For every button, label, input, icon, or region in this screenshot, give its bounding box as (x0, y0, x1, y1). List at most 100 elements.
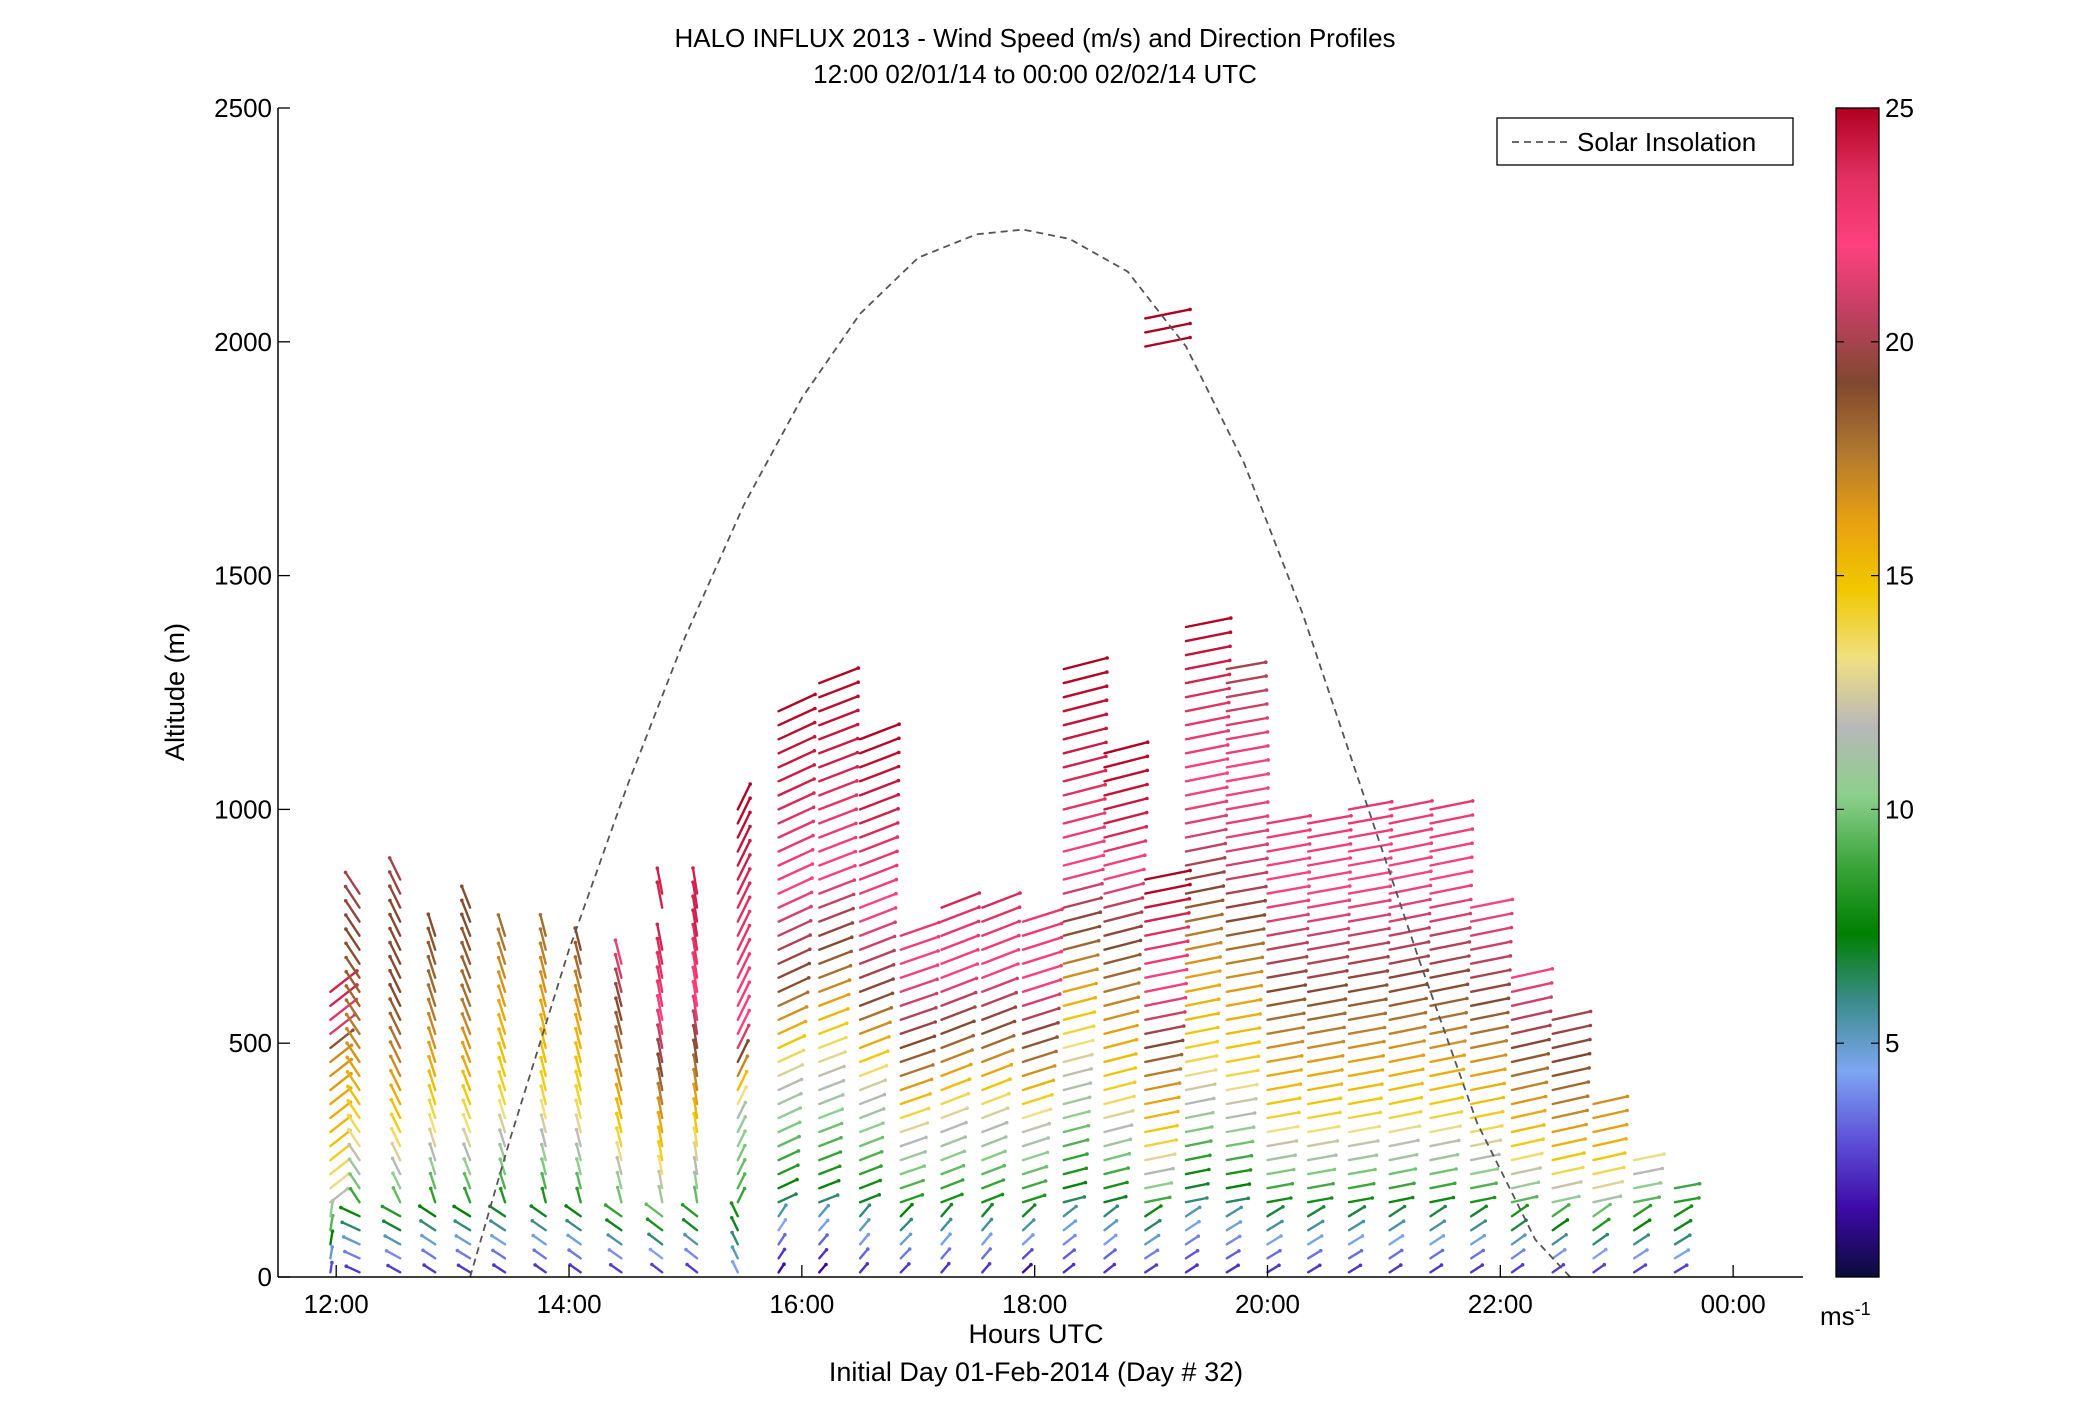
wind-vector (1021, 1179, 1047, 1190)
wind-vector (345, 1013, 361, 1036)
wind-vector (684, 1248, 699, 1260)
wind-vector-head (644, 1202, 649, 1206)
wind-vector-head (745, 1054, 750, 1058)
wind-vector-head (491, 1248, 495, 1253)
wind-vector-head (1343, 997, 1348, 1001)
wind-vector (1062, 1167, 1088, 1176)
wind-vector (1388, 940, 1430, 951)
wind-vector (899, 1063, 935, 1078)
wind-vector-head (1329, 1196, 1334, 1200)
wind-vector-head (1545, 1066, 1550, 1070)
wind-vector (1306, 1234, 1323, 1246)
wind-vector-head (1091, 1038, 1095, 1043)
wind-vector-head (1300, 1039, 1305, 1044)
wind-vector-head (1177, 1081, 1182, 1085)
wind-vector (388, 899, 402, 923)
wind-vector (858, 977, 895, 993)
wind-vector-head (1265, 856, 1269, 861)
wind-vector-head (1044, 1164, 1049, 1169)
wind-vector-head (1582, 1151, 1586, 1155)
wind-vector-head (743, 1129, 747, 1133)
wind-vector (736, 981, 751, 1007)
wind-vector-head (606, 1233, 610, 1237)
wind-vector-head (1059, 921, 1064, 926)
wind-vector (736, 825, 752, 853)
wind-vector (1429, 1153, 1459, 1162)
wind-vector-head (748, 853, 752, 857)
wind-vector-head (573, 1012, 578, 1017)
wind-vector-head (1014, 990, 1018, 995)
wind-vector-head (1266, 758, 1270, 762)
wind-vector (1021, 978, 1062, 993)
wind-vector (1062, 1234, 1077, 1246)
wind-vector (388, 955, 402, 979)
wind-vector-head (1057, 1006, 1061, 1011)
wind-vector (1347, 913, 1391, 923)
wind-vector (1144, 1010, 1187, 1021)
wind-vector-head (1520, 1263, 1525, 1267)
wind-vector (940, 1247, 951, 1260)
wind-vector (1429, 1039, 1467, 1050)
wind-vector (1306, 1196, 1333, 1204)
x-axis-sublabel: Initial Day 01-Feb-2014 (Day # 32) (829, 1357, 1243, 1387)
wind-vector-head (747, 952, 752, 956)
wind-vector-head (1389, 842, 1393, 846)
wind-vector-head (1072, 1248, 1076, 1252)
wind-vector (615, 1054, 623, 1078)
wind-vector-head (497, 998, 501, 1003)
wind-vector-head (1096, 953, 1100, 957)
wind-vector-head (1225, 771, 1229, 775)
wind-vector (1062, 1181, 1087, 1190)
wind-vector (858, 1035, 891, 1050)
wind-vector (1225, 857, 1269, 867)
wind-vector-head (685, 1262, 689, 1267)
wind-vector-head (1388, 898, 1392, 903)
wind-vector (1184, 814, 1228, 825)
wind-vector-head (1697, 1181, 1702, 1186)
wind-vector-head (1469, 883, 1473, 888)
wind-vector (1184, 941, 1222, 951)
wind-vector-head (809, 890, 814, 895)
wind-vector (683, 1233, 699, 1246)
wind-vector-head (692, 1111, 696, 1116)
wind-vector-head (976, 919, 981, 924)
wind-vector (343, 1250, 361, 1260)
wind-vector (981, 1203, 994, 1218)
wind-vector (347, 1113, 361, 1134)
wind-vector (981, 977, 1019, 993)
wind-vector-head (1421, 1053, 1426, 1057)
wind-vector (1592, 1166, 1625, 1176)
wind-vector-head (1389, 814, 1394, 818)
wind-vector (461, 1055, 472, 1078)
wind-vector-head (613, 952, 618, 957)
wind-vector (736, 1101, 747, 1120)
wind-vector (858, 779, 900, 797)
wind-vector (736, 995, 751, 1021)
wind-vector-head (1296, 1124, 1300, 1129)
wind-vector (940, 1232, 952, 1246)
wind-vector-head (1251, 1125, 1256, 1129)
wind-vector (1062, 1024, 1095, 1036)
wind-vector (539, 1056, 547, 1078)
wind-vector-head (974, 976, 979, 981)
wind-vector-head (1370, 1196, 1375, 1200)
wind-vector-head (1623, 1151, 1627, 1155)
wind-vector (692, 951, 699, 979)
wind-vector (608, 1248, 623, 1260)
wind-vector-head (426, 912, 431, 916)
wind-vector (1266, 1096, 1301, 1106)
wind-vector-head (460, 955, 464, 959)
wind-vector-head (1540, 1151, 1544, 1156)
wind-vector-head (851, 906, 855, 911)
wind-vector (1144, 911, 1191, 923)
wind-vector-head (1103, 768, 1108, 773)
wind-vector (530, 1204, 547, 1218)
wind-vector (329, 998, 358, 1021)
wind-vector-head (743, 1158, 747, 1162)
wind-vector (899, 1262, 911, 1274)
wind-vector (777, 1049, 805, 1064)
wind-vector (1103, 783, 1149, 797)
wind-vector (1103, 882, 1145, 895)
wind-vector (1184, 616, 1233, 629)
